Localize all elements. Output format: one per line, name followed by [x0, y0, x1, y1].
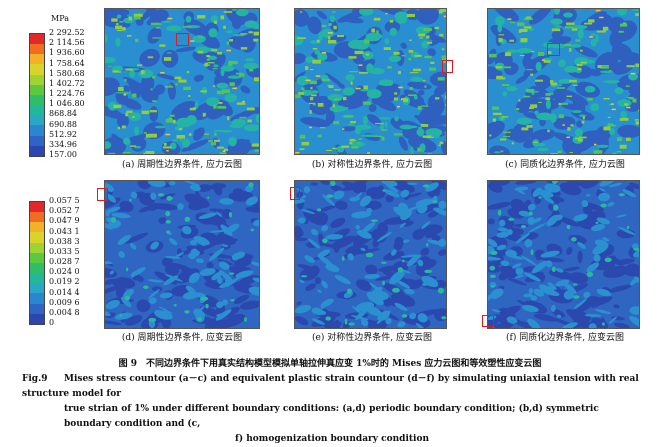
caption-line-1: Mises stress countour (a－c) and equivale…	[22, 374, 639, 399]
panel-b: (b) 对称性边界条件, 应力云图	[287, 8, 457, 173]
figure-title-cn: 图 9 不同边界条件下用真实结构模型模拟单轴拉伸真应变 1%时的 Mises 应…	[0, 356, 660, 369]
strain-contour-image	[294, 180, 447, 329]
legend-swatch	[30, 304, 44, 314]
legend-swatch	[30, 54, 44, 64]
legend-tick-label: 1 046.80	[49, 100, 85, 108]
legend-swatch	[30, 125, 44, 135]
legend-swatch	[30, 222, 44, 232]
stress-contour-image	[294, 8, 447, 155]
panel-caption: (a) 周期性边界条件, 应力云图	[97, 157, 267, 170]
legend-tick-label: 0.038 3	[49, 238, 80, 246]
legend-tick-label: 0.009 6	[49, 299, 80, 307]
legend-tick-label: 0.019 2	[49, 278, 80, 286]
strain-contour-image	[487, 180, 640, 329]
highlight-box	[547, 43, 560, 56]
strain-colorbar	[29, 201, 45, 325]
caption-line-3: f) homogenization boundary condition	[22, 432, 642, 447]
legend-tick-label: 157.00	[49, 151, 77, 159]
legend-tick-label: 690.88	[49, 121, 77, 129]
legend-tick-label: 2 292.52	[49, 29, 85, 37]
panel-f: (f) 同质化边界条件, 应变云图	[480, 180, 650, 345]
legend-tick-label: 1 224.76	[49, 90, 85, 98]
panel-caption: (f) 同质化边界条件, 应变云图	[480, 330, 650, 343]
legend-swatch	[30, 115, 44, 125]
strain-contour-image	[104, 180, 260, 329]
legend-swatch	[30, 263, 44, 273]
legend-swatch	[30, 85, 44, 95]
stress-legend-unit: MPa	[51, 14, 69, 23]
legend-tick-label: 0	[49, 319, 54, 327]
highlight-box	[290, 187, 300, 200]
legend-swatch	[30, 232, 44, 242]
legend-swatch	[30, 253, 44, 263]
highlight-box	[442, 60, 453, 73]
legend-tick-label: 0.004 8	[49, 309, 80, 317]
legend-swatch	[30, 136, 44, 146]
legend-swatch	[30, 105, 44, 115]
legend-tick-label: 868.84	[49, 110, 77, 118]
legend-tick-label: 0.014 4	[49, 289, 80, 297]
legend-tick-label: 0.052 7	[49, 207, 80, 215]
legend-tick-label: 2 114.56	[49, 39, 85, 47]
legend-tick-label: 0.043 1	[49, 228, 80, 236]
legend-swatch	[30, 202, 44, 212]
legend-swatch	[30, 293, 44, 303]
legend-swatch	[30, 314, 44, 324]
highlight-box	[97, 188, 108, 201]
panel-caption: (e) 对称性边界条件, 应变云图	[287, 330, 457, 343]
stress-colorbar	[29, 33, 45, 157]
figure-label: Fig.9	[22, 372, 64, 387]
legend-swatch	[30, 95, 44, 105]
legend-tick-label: 1 936.60	[49, 49, 85, 57]
legend-tick-label: 334.96	[49, 141, 77, 149]
legend-tick-label: 0.028 7	[49, 258, 80, 266]
legend-swatch	[30, 64, 44, 74]
highlight-box	[176, 33, 189, 46]
stress-legend: MPa 2 292.52 2 114.56 1 936.60 1 758.64 1 58…	[20, 14, 100, 164]
panel-e: (e) 对称性边界条件, 应变云图	[287, 180, 457, 345]
panel-caption: (d) 周期性边界条件, 应变云图	[97, 330, 267, 343]
legend-tick-label: 1 580.68	[49, 70, 85, 78]
stress-contour-image	[104, 8, 260, 155]
legend-swatch	[30, 273, 44, 283]
legend-tick-label: 512.92	[49, 131, 77, 139]
legend-tick-label: 0.024 0	[49, 268, 80, 276]
panel-c: (c) 同质化边界条件, 应力云图	[480, 8, 650, 173]
legend-tick-label: 1 758.64	[49, 60, 85, 68]
legend-swatch	[30, 75, 44, 85]
panel-caption: (c) 同质化边界条件, 应力云图	[480, 157, 650, 170]
strain-legend: 0.057 5 0.052 7 0.047 9 0.043 1 0.038 3 0.033…	[20, 195, 100, 335]
legend-swatch	[30, 212, 44, 222]
stress-contour-image	[487, 8, 640, 155]
legend-swatch	[30, 243, 44, 253]
legend-swatch	[30, 34, 44, 44]
legend-tick-label: 0.033 5	[49, 248, 80, 256]
legend-swatch	[30, 146, 44, 156]
panel-a: (a) 周期性边界条件, 应力云图	[97, 8, 267, 173]
highlight-box	[482, 315, 494, 327]
legend-tick-label: 1 402.72	[49, 80, 85, 88]
panel-d: (d) 周期性边界条件, 应变云图	[97, 180, 267, 345]
legend-swatch	[30, 44, 44, 54]
legend-tick-label: 0.057 5	[49, 197, 80, 205]
legend-tick-label: 0.047 9	[49, 217, 80, 225]
panel-caption: (b) 对称性边界条件, 应力云图	[287, 157, 457, 170]
caption-line-2: true strian of 1% under different bounda…	[22, 402, 642, 432]
legend-swatch	[30, 283, 44, 293]
